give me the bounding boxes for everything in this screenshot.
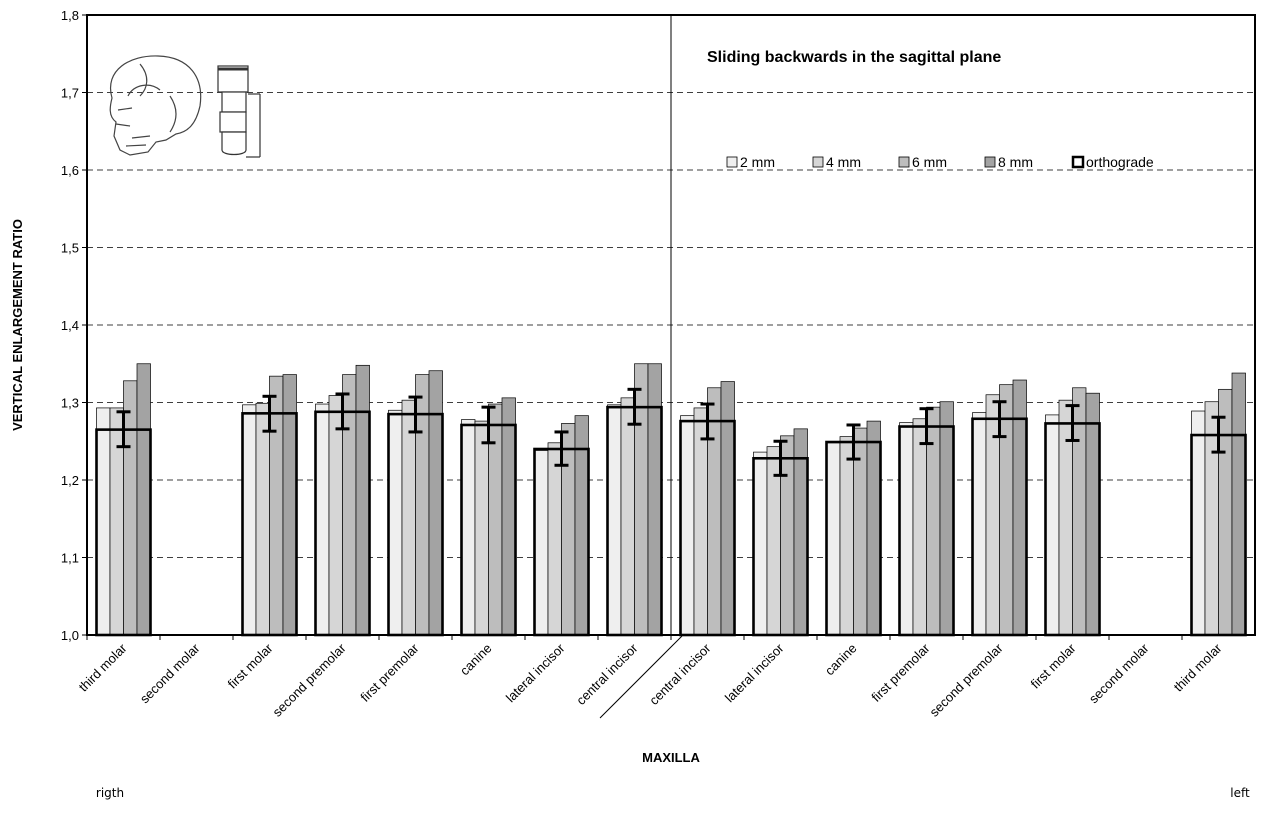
y-axis-label: VERTICAL ENLARGEMENT RATIO <box>10 219 25 431</box>
x-category-label: third molar <box>76 640 131 695</box>
legend-label: 4 mm <box>826 154 861 170</box>
legend-swatch <box>726 156 738 168</box>
x-category-label: first molar <box>1028 640 1079 691</box>
y-tick-label: 1,8 <box>61 8 79 23</box>
bar-2mm <box>242 404 257 636</box>
bar-4mm <box>620 397 635 636</box>
legend-swatch <box>898 156 910 168</box>
bar-2mm <box>461 419 476 636</box>
bar-6mm <box>342 374 357 636</box>
bar-4mm <box>693 407 708 636</box>
y-tick-label: 1,0 <box>61 628 79 643</box>
bar-8mm <box>355 364 370 636</box>
bar-8mm <box>428 370 443 636</box>
bar-2mm <box>315 403 330 636</box>
bar-6mm <box>123 380 138 636</box>
x-category-label: second molar <box>1086 640 1152 706</box>
x-axis-label: MAXILLA <box>642 750 700 765</box>
bar-8mm <box>939 401 954 636</box>
legend-label: 6 mm <box>912 154 947 170</box>
bar-8mm <box>1231 372 1246 636</box>
bar-6mm <box>634 363 649 636</box>
legend-label: orthograde <box>1086 154 1154 170</box>
bar-4mm <box>839 436 854 636</box>
tooth-implant-icon <box>217 65 261 158</box>
x-category-label: third molar <box>1171 640 1226 695</box>
bar-4mm <box>109 407 124 636</box>
midline-slash <box>599 635 683 719</box>
bar-2mm <box>96 407 111 636</box>
legend: 2 mm 4 mm 6 mm 8 mm orthograde <box>726 154 1154 170</box>
bar-4mm <box>401 399 416 636</box>
bar-8mm <box>501 397 516 636</box>
bar-2mm <box>388 409 403 636</box>
bar-8mm <box>647 363 662 636</box>
bar-2mm <box>753 451 768 636</box>
bar-6mm <box>561 423 576 636</box>
x-category-label: second premolar <box>927 640 1007 720</box>
y-tick-label: 1,3 <box>61 396 79 411</box>
bar-2mm <box>1191 410 1206 636</box>
bar-8mm <box>866 420 881 636</box>
legend-label: 2 mm <box>740 154 775 170</box>
x-category-label: first premolar <box>868 640 933 705</box>
y-tick-label: 1,6 <box>61 163 79 178</box>
legend-swatch <box>1071 155 1085 169</box>
x-category-label: central incisor <box>646 640 714 708</box>
side-label-right: rigth <box>96 786 124 800</box>
x-category-label: lateral incisor <box>503 640 568 705</box>
x-category-label: lateral incisor <box>722 640 787 705</box>
bar-2mm <box>1045 414 1060 636</box>
y-tick-label: 1,4 <box>61 318 79 333</box>
y-tick-label: 1,5 <box>61 241 79 256</box>
side-label-left: left <box>1230 786 1250 800</box>
bar-4mm <box>474 420 489 636</box>
bar-2mm <box>607 404 622 636</box>
bar-2mm <box>899 422 914 636</box>
legend-swatch <box>812 156 824 168</box>
y-tick-label: 1,2 <box>61 473 79 488</box>
bar-2mm <box>680 415 695 636</box>
x-category-labels: third molar second molar first molarsecond… <box>76 640 1226 720</box>
bar-6mm <box>1218 388 1233 636</box>
legend-label: 8 mm <box>998 154 1033 170</box>
x-category-label: central incisor <box>573 640 641 708</box>
bar-8mm <box>720 381 735 636</box>
bar-8mm <box>793 428 808 636</box>
x-category-label: first molar <box>225 640 276 691</box>
x-category-label: first premolar <box>357 640 422 705</box>
bar-6mm <box>926 406 941 636</box>
bar-4mm <box>985 394 1000 636</box>
x-category-label: second molar <box>137 640 203 706</box>
chart-title: Sliding backwards in the sagittal plane <box>707 49 1001 66</box>
bar-4mm <box>1204 401 1219 636</box>
bar-6mm <box>780 435 795 636</box>
x-category-label: canine <box>822 641 860 679</box>
bar-6mm <box>707 387 722 636</box>
bar-2mm <box>534 450 549 636</box>
x-category-label: canine <box>457 641 495 679</box>
bar-8mm <box>1085 392 1100 636</box>
bar-6mm <box>269 375 284 636</box>
y-tick-label: 1,7 <box>61 86 79 101</box>
y-tick-labels: 1,0 1,1 1,2 1,3 1,4 1,5 1,6 1,7 1,8 <box>61 8 79 643</box>
skull-icon <box>109 55 202 156</box>
bar-2mm <box>826 442 841 636</box>
bar-4mm <box>328 395 343 636</box>
bar-6mm <box>488 403 503 636</box>
bar-6mm <box>1072 387 1087 636</box>
bar-4mm <box>912 418 927 636</box>
bar-4mm <box>547 442 562 636</box>
bar-6mm <box>999 384 1014 636</box>
bar-4mm <box>255 402 270 636</box>
bar-4mm <box>1058 399 1073 636</box>
bar-2mm <box>972 412 987 636</box>
bar-8mm <box>136 363 151 636</box>
legend-swatch <box>984 156 996 168</box>
y-tick-label: 1,1 <box>61 551 79 566</box>
x-category-label: second premolar <box>270 640 350 720</box>
